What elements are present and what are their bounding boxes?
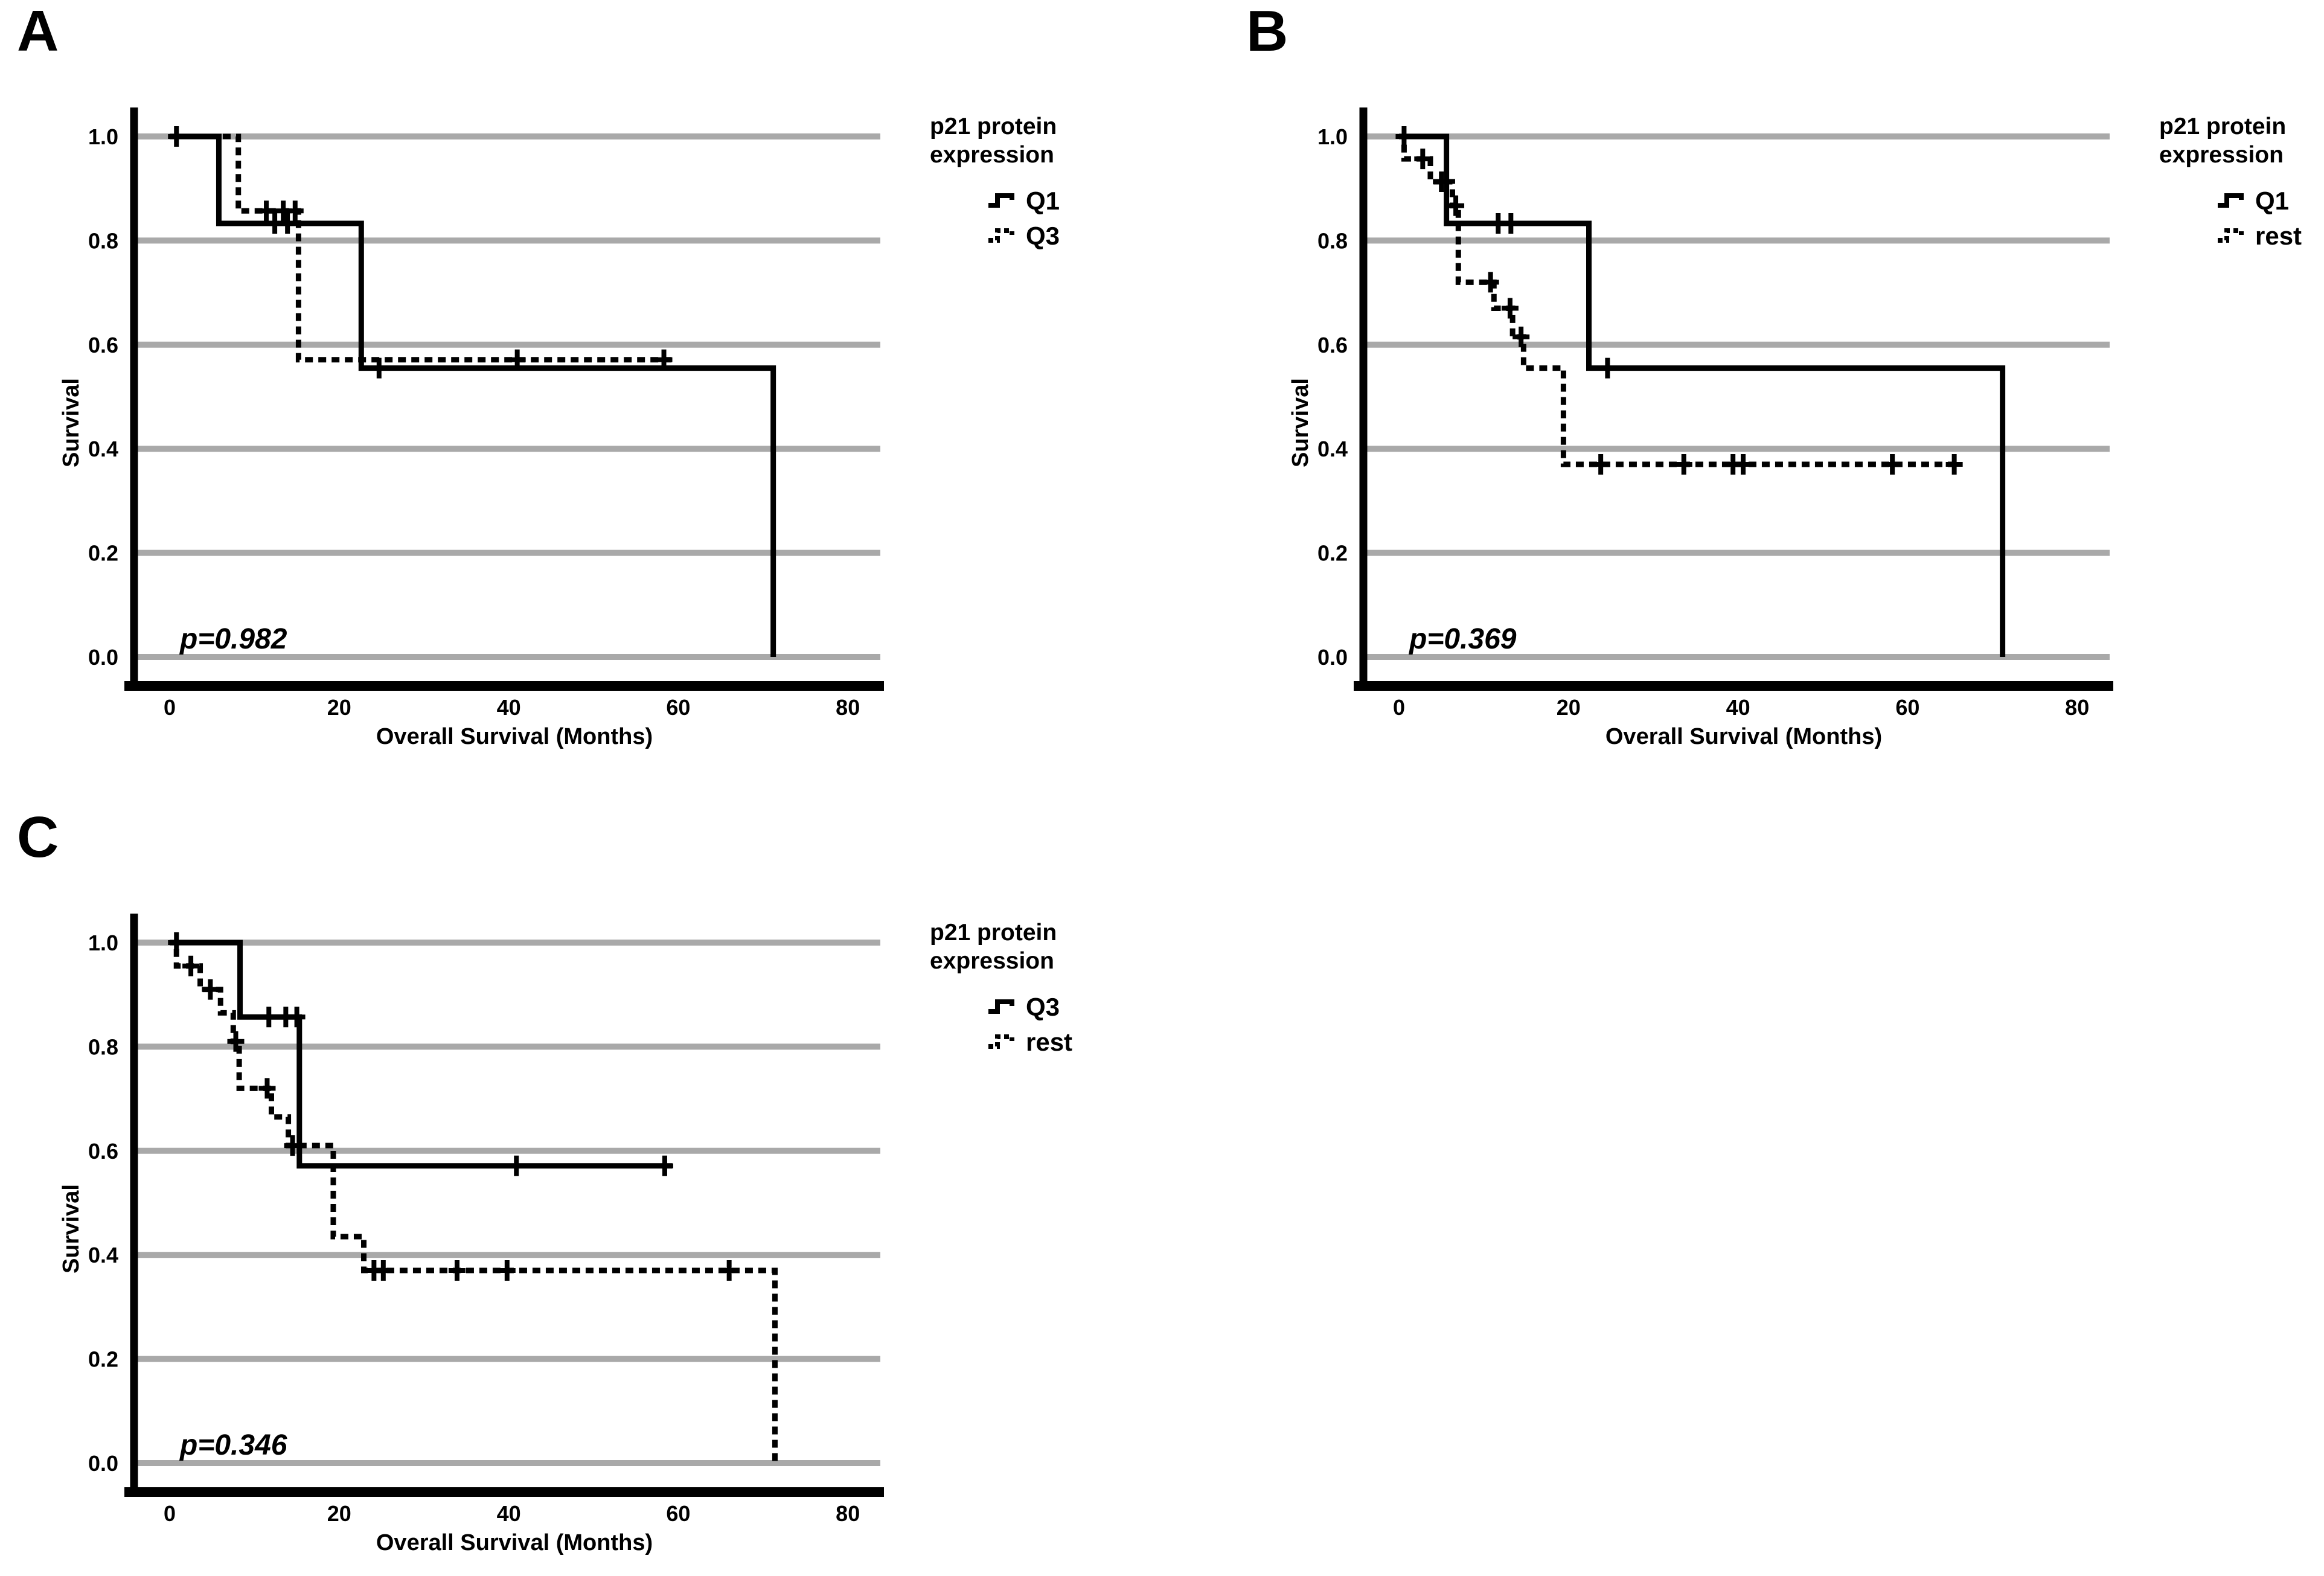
x-tick-label: 40 — [497, 1501, 521, 1526]
y-axis-title: Survival — [1288, 378, 1313, 467]
legend-item-q1: Q1 — [988, 184, 1129, 219]
legend-item-q3: Q3 — [988, 219, 1129, 254]
legend-item-label: Q3 — [1026, 222, 1060, 250]
y-tick-label: 0.0 — [88, 1451, 118, 1476]
legend-b-title-line1: p21 protein — [2159, 114, 2287, 139]
km-curve-Q1-solid — [1399, 133, 2006, 657]
legend-item-label: rest — [2255, 222, 2302, 250]
legend-a: p21 protein expression Q1 Q3 — [930, 112, 1129, 254]
y-tick-label: 0.2 — [1317, 541, 1348, 566]
legend-b-title: p21 protein expression — [2159, 112, 2324, 169]
km-curve-Q3-solid — [170, 940, 673, 1169]
km-curve-rest-dashed — [1399, 133, 1959, 467]
y-tick-label: 0.2 — [88, 541, 118, 566]
legend-glyph-path — [988, 193, 1014, 208]
step-line-solid-icon — [2218, 193, 2244, 208]
x-tick-label: 80 — [836, 1501, 860, 1526]
legend-b: p21 protein expression Q1 rest — [2159, 112, 2324, 254]
panel-c: C 0.0 0.2 0.4 0.6 0.8 1.0 0 20 40 60 80 Overall Sur… — [0, 806, 1159, 1573]
legend-item-q1: Q1 — [2217, 184, 2324, 219]
legend-glyph-path — [2218, 193, 2244, 208]
step-line-dashed-icon — [2218, 228, 2244, 243]
x-tick-label: 20 — [1557, 695, 1581, 720]
legend-b-title-line2: expression — [2159, 142, 2284, 168]
y-tick-label: 0.4 — [88, 437, 118, 461]
legend-glyph-path — [2218, 228, 2244, 243]
x-tick-label: 0 — [1393, 695, 1405, 720]
step-line-dashed-icon — [988, 228, 1014, 243]
km-curve-Q1-solid — [170, 133, 776, 657]
y-tick-label: 0.8 — [88, 228, 118, 253]
y-tick-label: 0.4 — [1317, 437, 1348, 461]
legend-c: p21 protein expression Q3 rest — [930, 918, 1129, 1060]
legend-b-items: Q1 rest — [2217, 184, 2324, 254]
x-tick-label: 20 — [327, 1501, 351, 1526]
y-tick-label: 0.4 — [88, 1243, 118, 1267]
legend-item-label: Q3 — [1026, 993, 1060, 1021]
km-curve-Q3-dashed — [170, 133, 672, 363]
km-plot-b: 0.0 0.2 0.4 0.6 0.8 1.0 0 20 40 60 80 Overall Survi… — [1288, 107, 2113, 749]
y-tick-label: 0.6 — [88, 1139, 118, 1164]
legend-glyph-path — [988, 228, 1014, 243]
legend-c-title-line2: expression — [930, 948, 1054, 974]
legend-item-label: rest — [1026, 1028, 1073, 1056]
legend-a-title-line1: p21 protein — [930, 114, 1057, 139]
legend-a-title-line2: expression — [930, 142, 1054, 168]
km-plot-c: 0.0 0.2 0.4 0.6 0.8 1.0 0 20 40 60 80 Overall Survi… — [59, 914, 884, 1555]
legend-a-items: Q1 Q3 — [988, 184, 1129, 254]
x-tick-label: 0 — [164, 1501, 176, 1526]
y-tick-label: 0.0 — [88, 645, 118, 670]
y-tick-label: 1.0 — [88, 931, 118, 955]
panel-b-letter: B — [1246, 0, 1288, 63]
y-tick-label: 0.6 — [88, 333, 118, 357]
legend-c-title: p21 protein expression — [930, 918, 1129, 975]
y-tick-label: 0.8 — [88, 1034, 118, 1059]
y-tick-label: 1.0 — [88, 124, 118, 149]
panel-b: B 0.0 0.2 0.4 0.6 0.8 1.0 0 20 40 60 80 Overall Sur… — [1229, 0, 2324, 791]
y-axis-title: Survival — [59, 1184, 84, 1273]
x-tick-label: 80 — [836, 695, 860, 720]
step-line-dashed-icon — [988, 1034, 1014, 1049]
x-axis-title: Overall Survival (Months) — [1605, 724, 1882, 749]
legend-a-title: p21 protein expression — [930, 112, 1129, 169]
y-tick-label: 0.6 — [1317, 333, 1348, 357]
legend-c-title-line1: p21 protein — [930, 920, 1057, 946]
x-axis-title: Overall Survival (Months) — [376, 1530, 653, 1555]
y-tick-label: 0.0 — [1317, 645, 1348, 670]
panel-a-letter: A — [17, 0, 59, 63]
x-tick-label: 0 — [164, 695, 176, 720]
x-tick-label: 40 — [497, 695, 521, 720]
legend-item-label: Q1 — [2255, 187, 2290, 215]
legend-item-label: Q1 — [1026, 187, 1060, 215]
x-tick-label: 80 — [2065, 695, 2089, 720]
x-tick-label: 20 — [327, 695, 351, 720]
y-tick-label: 0.8 — [1317, 228, 1348, 253]
x-tick-label: 40 — [1726, 695, 1750, 720]
legend-item-rest: rest — [2217, 219, 2324, 254]
legend-glyph-path — [988, 1034, 1014, 1049]
km-plot-a: 0.0 0.2 0.4 0.6 0.8 1.0 0 20 40 60 80 Overall Survi… — [59, 107, 884, 749]
step-line-solid-icon — [988, 193, 1014, 208]
p-value-label: p=0.369 — [1408, 623, 1517, 655]
y-tick-label: 0.2 — [88, 1347, 118, 1372]
y-tick-label: 1.0 — [1317, 124, 1348, 149]
p-value-label: p=0.982 — [179, 623, 287, 655]
x-axis-title: Overall Survival (Months) — [376, 724, 653, 749]
y-axis-title: Survival — [59, 378, 84, 467]
legend-c-items: Q3 rest — [988, 990, 1129, 1060]
legend-glyph-path — [988, 999, 1014, 1014]
panel-a: A 0.0 0.2 0.4 0.6 0.8 1.0 0 20 40 60 80 Overall Sur… — [0, 0, 1159, 791]
legend-item-rest: rest — [988, 1025, 1129, 1060]
km-curve-rest-dashed — [170, 940, 778, 1463]
p-value-label: p=0.346 — [179, 1429, 287, 1461]
step-line-solid-icon — [988, 999, 1014, 1014]
x-tick-label: 60 — [1895, 695, 1919, 720]
x-tick-label: 60 — [666, 1501, 690, 1526]
panel-c-letter: C — [17, 805, 59, 870]
x-tick-label: 60 — [666, 695, 690, 720]
legend-item-q3: Q3 — [988, 990, 1129, 1025]
